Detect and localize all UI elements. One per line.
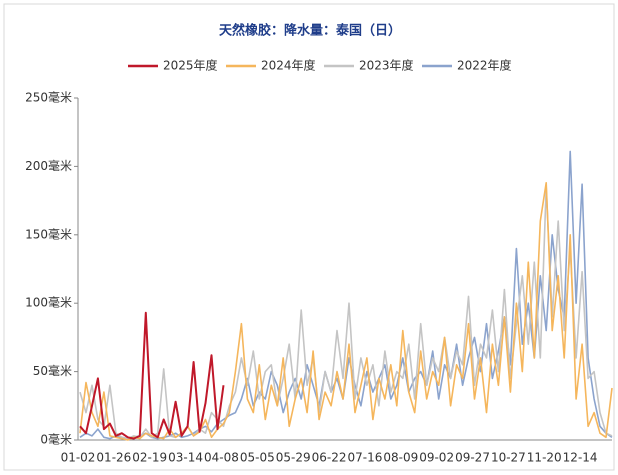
x-tick-label: 10-27 — [491, 451, 526, 465]
y-tick-label: 200毫米 — [25, 158, 72, 173]
x-tick-label: 01-26 — [96, 451, 131, 465]
legend-label: 2023年度 — [359, 58, 414, 73]
series-line — [79, 186, 613, 440]
legend-label: 2022年度 — [457, 58, 512, 73]
x-tick-label: 11-20 — [527, 451, 562, 465]
x-tick-label: 07-16 — [347, 451, 382, 465]
x-tick-label: 04-08 — [204, 451, 239, 465]
x-tick-label: 03-14 — [168, 451, 203, 465]
legend-label: 2025年度 — [163, 58, 218, 73]
y-tick-label: 0毫米 — [40, 432, 72, 447]
x-tick-label: 05-29 — [276, 451, 311, 465]
x-tick-label: 06-22 — [312, 451, 347, 465]
series-line — [79, 311, 225, 440]
x-tick-label: 05-05 — [240, 451, 275, 465]
x-tick-label: 09-27 — [455, 451, 490, 465]
x-tick-label: 09-02 — [419, 451, 454, 465]
x-tick-label: 01-02 — [61, 451, 96, 465]
x-tick-label: 02-19 — [132, 451, 167, 465]
y-tick-label: 50毫米 — [33, 363, 72, 378]
x-tick-label: 08-09 — [383, 451, 418, 465]
y-tick-label: 100毫米 — [25, 295, 72, 310]
y-tick-label: 150毫米 — [25, 226, 72, 241]
chart-title: 天然橡胶：降水量：泰国（日） — [219, 23, 401, 39]
y-tick-label: 250毫米 — [25, 90, 72, 105]
x-tick-label: 12-14 — [563, 451, 598, 465]
legend-label: 2024年度 — [261, 58, 316, 73]
